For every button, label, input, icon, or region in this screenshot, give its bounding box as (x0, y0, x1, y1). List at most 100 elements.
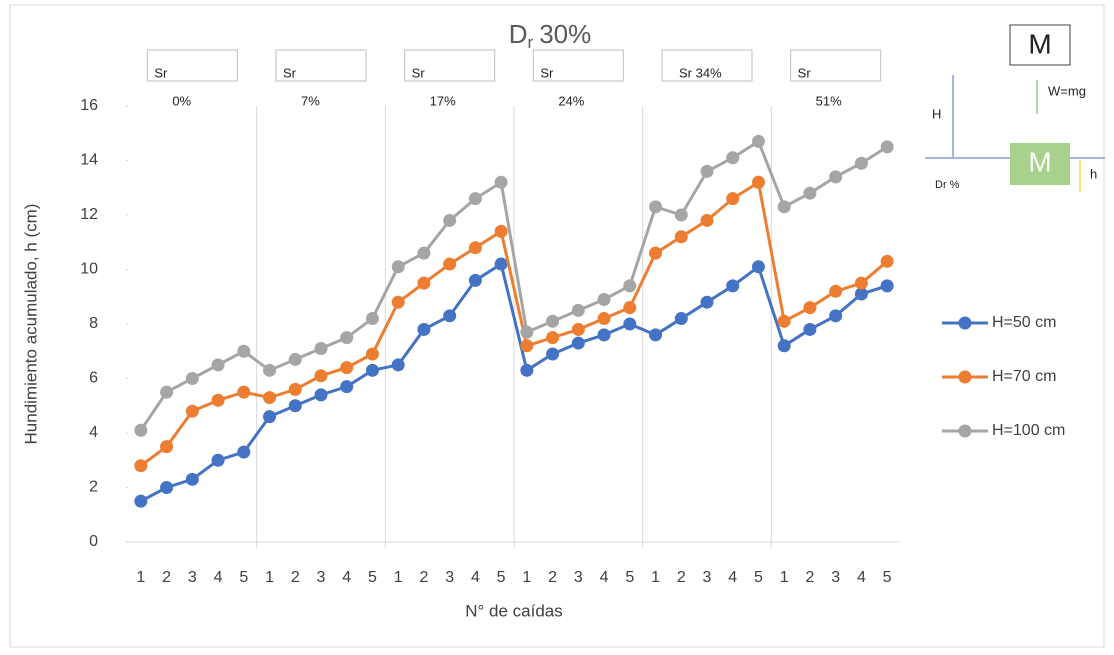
height-label: H (932, 106, 941, 121)
chart-title: Dr 30% (509, 19, 592, 53)
group-label: 17% (430, 93, 456, 108)
point (468, 241, 482, 255)
group-label: Sr (412, 65, 426, 80)
group-label: 51% (816, 93, 842, 108)
point (365, 347, 379, 361)
y-tick-label: 0 (89, 533, 98, 550)
point (700, 295, 714, 309)
x-tick-label: 4 (600, 569, 609, 586)
point (134, 459, 148, 473)
point (160, 385, 174, 399)
x-tick-label: 1 (394, 569, 403, 586)
mass-box-bottom (1010, 143, 1070, 185)
point (803, 186, 817, 200)
point (237, 344, 251, 358)
point (211, 393, 225, 407)
point (649, 246, 663, 260)
point (829, 309, 843, 323)
point (391, 260, 405, 274)
x-tick-label: 2 (291, 569, 300, 586)
point (365, 363, 379, 377)
point (263, 363, 277, 377)
point (160, 481, 174, 494)
mass-label-bottom: M (1028, 146, 1051, 177)
point (803, 322, 817, 336)
diagram: M W=mg H M Dr % h (925, 24, 1105, 192)
x-tick-label: 2 (162, 569, 171, 586)
point (237, 445, 251, 459)
x-tick-label: 5 (368, 569, 377, 586)
group-label: Sr (798, 65, 812, 80)
legend-marker (958, 370, 972, 384)
group-label: Sr (540, 65, 554, 80)
point (597, 328, 611, 342)
point (546, 331, 560, 345)
point (829, 170, 843, 184)
group-label: Sr (283, 65, 297, 80)
x-tick-label: 1 (651, 569, 660, 586)
point (468, 192, 482, 206)
point (263, 410, 277, 424)
point (340, 380, 354, 394)
point (391, 358, 405, 372)
group-label: 0% (172, 93, 191, 108)
point (623, 279, 637, 293)
point (520, 363, 534, 377)
legend-marker (958, 316, 972, 330)
x-tick-label: 3 (188, 569, 197, 586)
point (417, 246, 431, 260)
y-tick-label: 10 (80, 261, 98, 278)
point (571, 336, 585, 350)
point (597, 292, 611, 306)
point (417, 276, 431, 290)
point (314, 388, 328, 402)
mass-box (1009, 24, 1071, 66)
x-tick-label: 1 (780, 569, 789, 586)
point (649, 200, 663, 214)
point (571, 322, 585, 336)
x-tick-label: 5 (883, 569, 892, 586)
x-tick-label: 1 (136, 569, 145, 586)
point (751, 260, 765, 274)
point (700, 213, 714, 227)
point (288, 352, 302, 366)
point (623, 301, 637, 315)
point (520, 339, 534, 353)
x-tick-label: 3 (831, 569, 840, 586)
x-tick-label: 1 (265, 569, 274, 586)
point (288, 399, 302, 413)
point (340, 331, 354, 345)
legend-marker (958, 424, 972, 438)
x-tick-label: 5 (239, 569, 248, 586)
x-tick-label: 2 (805, 569, 814, 586)
point (623, 317, 637, 331)
legend-label: H=70 cm (992, 368, 1056, 385)
point (726, 151, 740, 165)
point (880, 254, 894, 268)
y-tick-label: 8 (89, 315, 98, 332)
point (854, 287, 868, 301)
point (237, 385, 251, 399)
point (340, 361, 354, 375)
point (597, 312, 611, 326)
x-axis-label: N° de caídas (465, 601, 563, 620)
point (468, 273, 482, 287)
x-tick-label: 5 (497, 569, 506, 586)
x-tick-label: 4 (728, 569, 737, 586)
x-tick-label: 2 (548, 569, 557, 586)
group-box (790, 49, 882, 82)
group-box (532, 49, 624, 82)
point (185, 404, 199, 418)
point (160, 440, 174, 454)
group-box (146, 49, 238, 82)
point (314, 342, 328, 356)
point (751, 175, 765, 189)
x-tick-label: 3 (445, 569, 454, 586)
group-label: 24% (558, 93, 584, 108)
settlement-label: h (1090, 166, 1097, 181)
series-line (140, 261, 888, 503)
x-tick-label: 5 (625, 569, 634, 586)
y-tick-label: 16 (80, 97, 98, 114)
x-tick-label: 2 (419, 569, 428, 586)
